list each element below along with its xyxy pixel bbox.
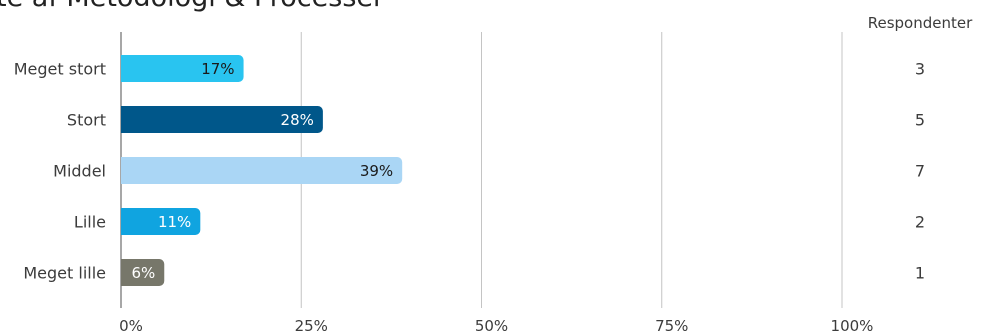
category-label: Lille <box>74 213 106 232</box>
respondent-count: 3 <box>915 60 925 79</box>
bar-edge <box>121 55 127 82</box>
x-tick-label: 0% <box>119 317 143 334</box>
bar <box>121 259 165 286</box>
respondent-count: 1 <box>915 264 925 283</box>
respondents-header: Respondenter <box>868 14 973 32</box>
data-label: 39% <box>360 162 393 180</box>
x-tick-label: 75% <box>655 317 688 334</box>
bar-edge <box>121 106 127 133</box>
category-label: Meget lille <box>23 264 106 283</box>
x-tick-label: 25% <box>295 317 328 334</box>
bar-edge <box>121 259 127 286</box>
respondent-count: 7 <box>915 162 925 181</box>
bars <box>121 55 403 286</box>
bar <box>121 55 244 82</box>
labels: 0% 25% 50% 75% 100% 17% Meget stort 3 28% Stort 5 3… <box>14 60 925 334</box>
chart-title: te af Metodologi & Processer <box>0 0 385 13</box>
bar <box>121 106 323 133</box>
respondent-count: 5 <box>915 111 925 130</box>
bar-edge <box>121 157 127 184</box>
category-label: Stort <box>67 111 106 130</box>
bar <box>121 208 201 235</box>
respondent-count: 2 <box>915 213 925 232</box>
data-label: 6% <box>131 264 155 282</box>
category-label: Meget stort <box>14 60 106 79</box>
data-label: 11% <box>158 213 191 231</box>
bar <box>121 157 403 184</box>
data-label: 17% <box>201 60 234 78</box>
x-tick-label: 100% <box>831 317 874 334</box>
category-label: Middel <box>53 162 106 181</box>
bar-edge <box>121 208 127 235</box>
x-tick-label: 50% <box>475 317 508 334</box>
data-label: 28% <box>281 111 314 129</box>
